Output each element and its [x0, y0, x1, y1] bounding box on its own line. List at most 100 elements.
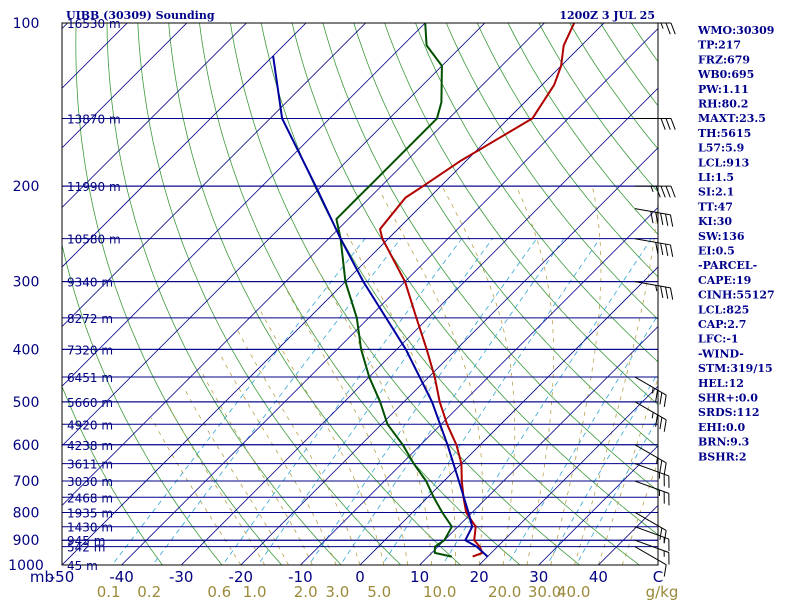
- wind-barb-flag: [660, 118, 666, 130]
- wind-barb-flag: [665, 213, 669, 226]
- moist-adiabat-line: [515, 186, 554, 565]
- stat-line: SHR+:0.0: [698, 392, 758, 405]
- wind-barb-flag: [655, 242, 659, 255]
- mixing-ratio-line: [442, 238, 652, 565]
- wind-barb-flag: [663, 564, 667, 577]
- height-level-label: 3611 m: [67, 458, 113, 472]
- wind-barb: [634, 208, 674, 227]
- pressure-tick-label: 200: [13, 179, 40, 195]
- chart-time: 1200Z 3 JUL 25: [559, 9, 655, 22]
- mixing-ratio-label: 5.0: [367, 583, 391, 600]
- moist-adiabat-line: [199, 368, 313, 565]
- wind-barb-flag: [659, 392, 663, 405]
- pressure-tick-label: 400: [13, 342, 40, 358]
- stat-line: LCL:825: [698, 303, 749, 316]
- wind-barb-flag: [669, 287, 674, 300]
- moist-adiabat-line: [380, 191, 483, 565]
- mixing-ratio-line: [506, 314, 658, 565]
- height-level-label: 5660 m: [67, 396, 113, 410]
- moist-adiabat-line: [621, 460, 658, 565]
- pressure-tick-label: 900: [13, 533, 40, 549]
- wind-barb: [635, 117, 676, 130]
- dry-adiabat-line: [199, 23, 521, 565]
- mixing-ratio-label: 0.6: [207, 583, 231, 600]
- wind-barb-flag: [655, 414, 659, 427]
- temperature-tick-label: 0: [355, 568, 365, 586]
- stat-line: BSHR:2: [698, 450, 747, 463]
- pressure-tick-label: 300: [13, 275, 40, 291]
- wind-barb-flag: [665, 22, 671, 35]
- temperature-tick-label: C: [653, 568, 663, 586]
- temperature-tick-label: 20: [470, 568, 489, 586]
- height-level-label: 6451 m: [67, 371, 113, 385]
- isotherm-line: [419, 326, 658, 565]
- stat-line: STM:319/15: [698, 362, 773, 375]
- height-level-label: 9340 m: [67, 276, 113, 290]
- stat-line: TP:217: [698, 39, 741, 52]
- pressure-tick-label: 800: [13, 505, 40, 521]
- stat-line: KI:30: [698, 215, 732, 228]
- stat-line: MAXT:23.5: [698, 112, 766, 125]
- height-level-label: 45 m: [67, 559, 98, 573]
- wind-barb-staff: [634, 539, 669, 553]
- stat-line: BRN:9.3: [698, 436, 749, 449]
- wind-barb-staff: [634, 401, 667, 421]
- stat-line: -WIND-: [698, 347, 744, 360]
- moist-adiabat-line: [550, 186, 602, 565]
- moist-adiabat-line: [574, 194, 658, 565]
- isotherm-line: [62, 23, 545, 506]
- isotherm-line: [121, 28, 658, 565]
- dry-adiabat-line: [168, 23, 461, 565]
- wind-barb-flag: [660, 22, 664, 29]
- wind-barb: [634, 401, 667, 432]
- mixing-ratio-label: 2.0: [294, 583, 318, 600]
- stat-line: CAP:2.7: [698, 318, 746, 331]
- isotherm-line: [62, 23, 247, 208]
- wind-barb-flag: [669, 244, 674, 257]
- stat-line: TH:5615: [698, 127, 751, 140]
- stat-line: RH:80.2: [698, 98, 748, 111]
- mixing-ratio-label: 3.0: [325, 583, 349, 600]
- dewpoint-profile-line: [335, 23, 453, 558]
- isotherm-line: [62, 23, 367, 328]
- height-level-label: 542 m: [67, 541, 105, 555]
- wind-barb-flag: [670, 185, 676, 198]
- wind-barb-flag: [655, 285, 658, 292]
- wind-barb-flag: [663, 394, 667, 407]
- temperature-tick-label: 40: [589, 568, 608, 586]
- stat-line: L57:5.9: [698, 142, 744, 155]
- mixing-ratio-label: 40.0: [557, 583, 590, 600]
- mixing-ratio-label: 30.0: [528, 583, 561, 600]
- dry-adiabat-line: [62, 242, 223, 565]
- stat-line: EHI:0.0: [698, 421, 745, 434]
- temperature-tick-label: 10: [410, 568, 429, 586]
- wind-barb: [634, 376, 667, 407]
- stat-line: CINH:55127: [698, 289, 775, 302]
- wind-barb-flag: [656, 457, 659, 464]
- wind-barb-staff: [634, 546, 667, 566]
- wind-barb-flag: [663, 419, 667, 432]
- chart-title: UIBB (30309) Sounding: [66, 9, 215, 22]
- isotherm-line: [62, 23, 426, 387]
- stat-line: TT:47: [698, 200, 733, 213]
- temperature-tick-label: -20: [229, 568, 254, 586]
- stat-line: LI:1.5: [698, 171, 734, 184]
- wind-barb-staff: [634, 444, 667, 464]
- temperature-tick-label: -40: [109, 568, 134, 586]
- stat-line: LCL:913: [698, 156, 749, 169]
- stat-line: LFC:-1: [698, 333, 739, 346]
- wind-barb-flag: [665, 243, 669, 256]
- wind-barb-staff: [634, 463, 669, 477]
- wind-barb-flag: [670, 22, 676, 35]
- pressure-unit-label: mb: [30, 568, 54, 586]
- wind-barb-flag: [659, 460, 663, 473]
- mixing-ratio-line: [381, 238, 601, 565]
- isotherm-line: [62, 23, 486, 447]
- stat-line: WMO:30309: [697, 24, 774, 37]
- wind-barb: [634, 463, 670, 488]
- background-grid: [62, 23, 658, 565]
- wind-barb-staff: [634, 208, 671, 216]
- wind-barb: [634, 480, 670, 506]
- moist-adiabat-line: [310, 256, 432, 565]
